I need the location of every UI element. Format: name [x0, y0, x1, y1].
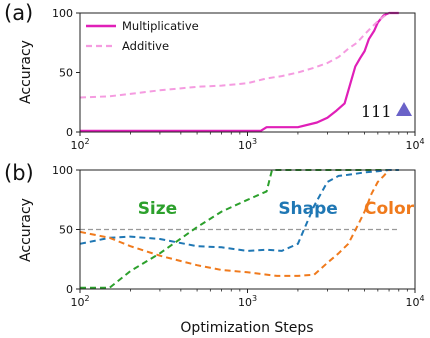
- ytick-label: 100: [52, 164, 73, 177]
- annotation-triangle-icon: [396, 102, 412, 116]
- panel-a-ylabel: Accuracy: [18, 40, 34, 104]
- ytick-label: 50: [59, 224, 73, 237]
- series-line-size: [80, 169, 399, 289]
- panel-b: (b) Accuracy 0 50 100 102 103 104 Size Shape C…: [4, 161, 425, 336]
- panel-a-yticks: 0 50 100: [52, 7, 80, 139]
- xtick-label: 103: [238, 137, 257, 152]
- annotation-text: 111: [361, 102, 392, 121]
- panel-b-series-labels: Size Shape Color: [138, 199, 415, 219]
- ytick-label: 0: [66, 283, 73, 296]
- legend-multiplicative-label: Multiplicative: [122, 19, 199, 33]
- panel-a-label: (a): [4, 1, 33, 25]
- series-line-color: [79, 169, 390, 277]
- panel-b-label: (b): [4, 161, 34, 185]
- panel-b-series: [79, 169, 399, 289]
- panel-a-annotation: 111: [361, 102, 412, 121]
- ytick-label: 100: [52, 7, 73, 20]
- ytick-label: 50: [59, 67, 73, 80]
- series-line-shape: [79, 169, 399, 252]
- panel-b-ylabel: Accuracy: [18, 198, 34, 262]
- series-line-multiplicative: [80, 11, 399, 132]
- panel-b-xlabel: Optimization Steps: [180, 320, 313, 336]
- panel-b-yticks: 0 50 100: [52, 164, 80, 296]
- panel-a: (a) Accuracy 0 50 100 102 103 104 Multiplica…: [4, 1, 425, 152]
- series-label-color: Color: [364, 199, 415, 219]
- xtick-label: 103: [238, 294, 257, 309]
- xtick-label: 104: [405, 137, 424, 152]
- panel-a-series: [79, 11, 399, 132]
- panel-b-xticks: 102 103 104: [70, 289, 425, 309]
- panel-a-xticks: 102 103 104: [70, 132, 425, 152]
- series-label-shape: Shape: [278, 199, 338, 219]
- panel-a-legend: Multiplicative Additive: [86, 19, 199, 53]
- legend-additive-label: Additive: [122, 39, 169, 53]
- xtick-label: 102: [70, 294, 89, 309]
- xtick-label: 104: [405, 294, 424, 309]
- ytick-label: 0: [66, 126, 73, 139]
- xtick-label: 102: [70, 137, 89, 152]
- series-label-size: Size: [138, 199, 178, 219]
